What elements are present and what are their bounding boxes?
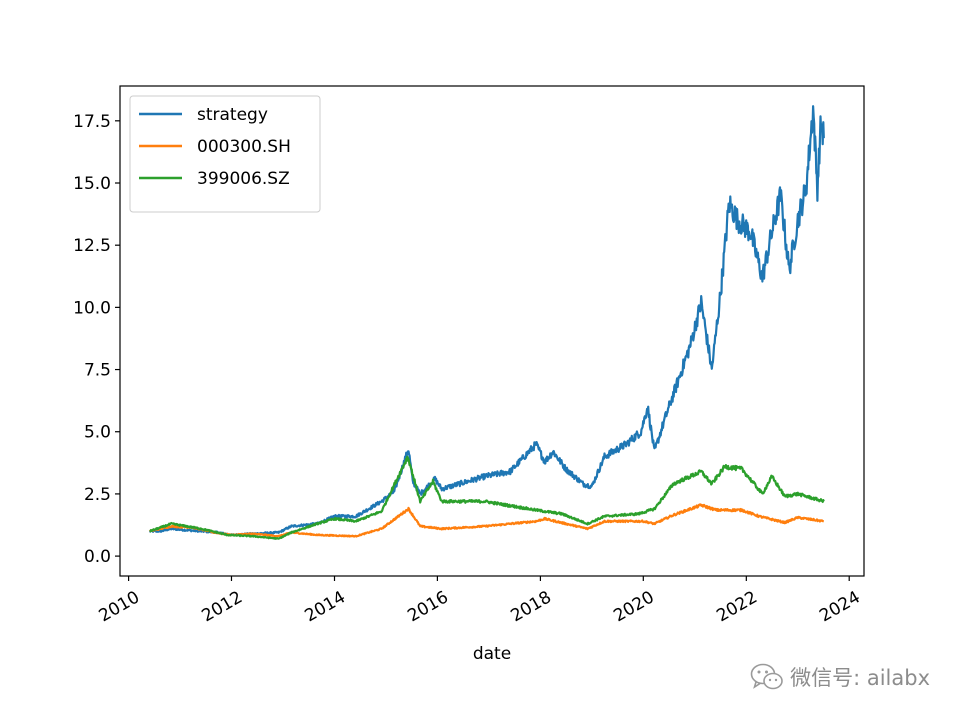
y-tick-label: 5.0: [84, 423, 111, 443]
legend-label: 399006.SZ: [197, 169, 290, 189]
x-tick-label: 2016: [404, 587, 451, 626]
y-axis: 0.0 2.5 5.0 7.5 10.0 12.5 15.0 17.5: [73, 112, 120, 567]
y-tick-label: 7.5: [84, 361, 111, 381]
watermark: 微信号: ailabx: [750, 662, 930, 692]
y-tick-label: 17.5: [73, 112, 111, 132]
legend: strategy 000300.SH 399006.SZ: [129, 95, 321, 213]
x-tick-label: 2010: [96, 587, 143, 626]
plot-frame: [119, 85, 865, 577]
legend-label: strategy: [197, 105, 268, 125]
legend-label: 000300.SH: [197, 137, 291, 157]
x-tick-label: 2014: [302, 587, 349, 626]
x-tick-label: 2012: [199, 587, 246, 626]
y-tick-label: 0.0: [84, 547, 111, 567]
series-line-2: [148, 503, 825, 538]
watermark-text: 微信号: ailabx: [790, 666, 930, 690]
series-line-3: [149, 455, 825, 540]
x-axis-label: date: [473, 644, 511, 664]
x-tick-label: 2020: [610, 587, 657, 626]
wechat-icon: [750, 663, 783, 690]
plot-series: [148, 105, 825, 540]
y-tick-label: 12.5: [73, 236, 111, 256]
y-tick-label: 10.0: [73, 298, 111, 318]
legend-box: [129, 95, 321, 213]
x-tick-label: 2018: [507, 587, 554, 626]
x-tick-label: 2024: [816, 587, 863, 626]
x-axis: 2010 2012 2014 2016 2018 2020 2022 2024: [96, 576, 864, 626]
x-tick-label: 2022: [713, 587, 760, 626]
y-tick-label: 2.5: [84, 485, 111, 505]
y-tick-label: 15.0: [73, 174, 111, 194]
